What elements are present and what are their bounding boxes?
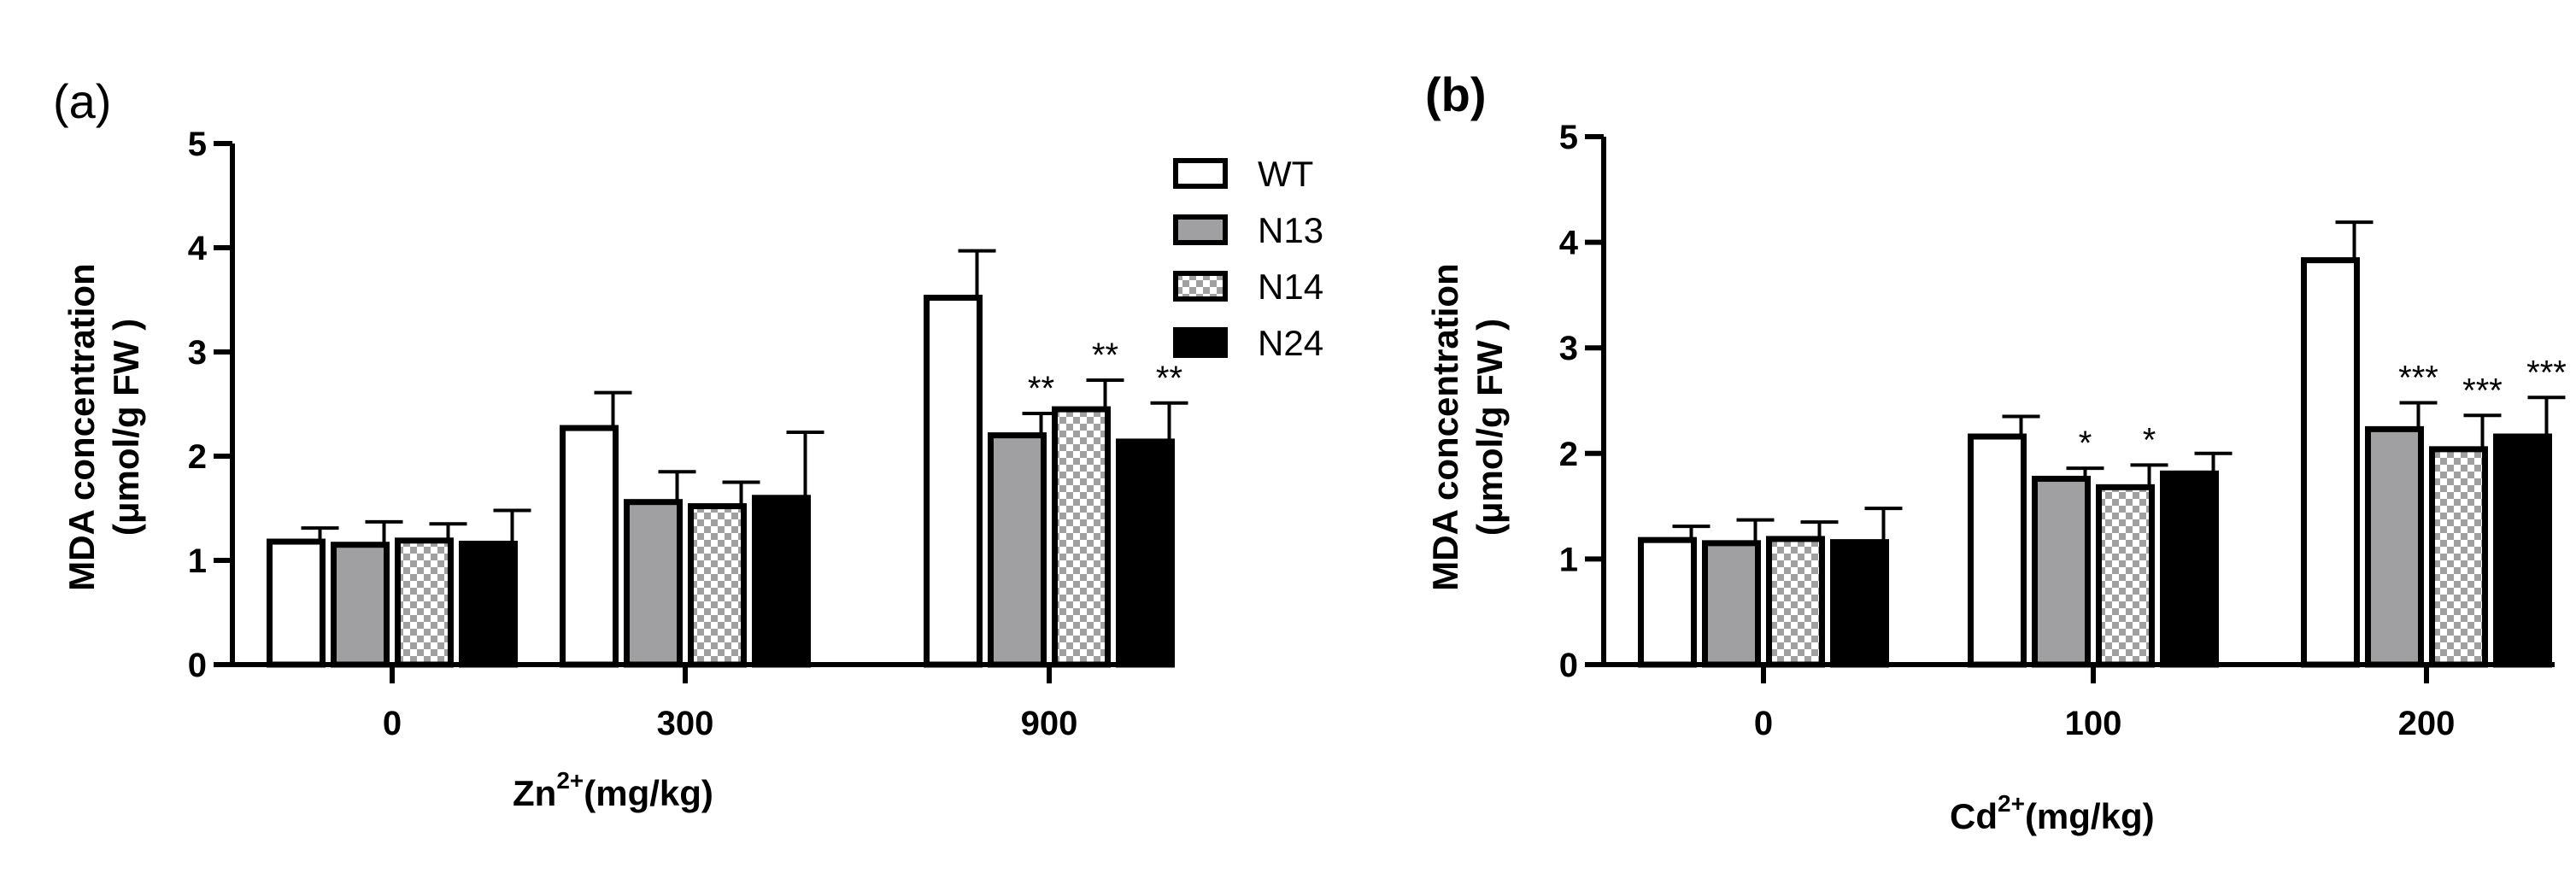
bar-n13 [331, 542, 390, 668]
significance-marker: ** [1092, 337, 1118, 374]
panel-a-label: (a) [53, 74, 111, 128]
bar-wt [560, 425, 619, 668]
bar-n24 [752, 495, 811, 668]
panel-a-ylabel-line1: MDA concentration [62, 263, 102, 590]
legend-swatch-n24 [1173, 327, 1228, 358]
significance-marker: *** [2526, 354, 2567, 391]
significance-marker: ** [1028, 370, 1054, 407]
y-tick-label: 4 [1559, 225, 1579, 262]
y-tick-label: 5 [188, 126, 207, 163]
panel-a-xlabel: Zn2+(mg/kg) [513, 767, 713, 813]
bar-n14 [688, 503, 747, 668]
y-tick-label: 1 [1559, 541, 1578, 578]
panel-b-label: (b) [1425, 67, 1487, 121]
bar-n13 [988, 432, 1047, 668]
bar-n14 [1766, 536, 1825, 668]
x-tick-label: 900 [1021, 705, 1078, 742]
bar-wt [267, 538, 326, 668]
significance-marker: ** [1156, 360, 1182, 397]
bar-n24 [2160, 470, 2219, 668]
legend-label-wt: WT [1258, 154, 1313, 194]
legend-swatch-wt [1173, 158, 1228, 189]
y-tick-label: 4 [188, 230, 208, 267]
bar-n13 [624, 499, 683, 668]
bar-n14 [2096, 484, 2155, 668]
bar-n14 [2429, 446, 2488, 668]
panel-b-xlabel: Cd2+(mg/kg) [1950, 790, 2155, 836]
panel-b-chart: (b) MDA concentration (μmol/g FW ) Cd2+(… [1425, 67, 2567, 836]
y-tick-label: 0 [188, 647, 207, 684]
bar-n24 [1116, 438, 1175, 668]
panel-b-ylabel-line2: (μmol/g FW ) [1470, 319, 1510, 536]
bar-n13 [1702, 540, 1761, 668]
bar-n24 [2493, 433, 2552, 668]
bar-n13 [2032, 475, 2091, 668]
legend-label-n24: N24 [1258, 323, 1323, 363]
y-tick-label: 3 [188, 334, 207, 372]
x-tick-label: 300 [657, 705, 714, 742]
y-tick-label: 0 [1559, 647, 1578, 684]
bar-n13 [2365, 425, 2424, 668]
bar-n14 [395, 537, 454, 668]
significance-marker: *** [2398, 359, 2438, 396]
legend-swatch-n13 [1173, 214, 1228, 245]
bar-n14 [1052, 406, 1111, 668]
y-tick-label: 1 [188, 542, 207, 580]
legend-label-n13: N13 [1258, 210, 1323, 250]
legend-swatch-n14 [1173, 271, 1228, 302]
bar-wt [924, 295, 983, 668]
y-tick-label: 5 [1559, 119, 1578, 156]
panel-a-ylabel-line2: (μmol/g FW ) [106, 319, 146, 536]
panel-a-plot-area: 0 1 2 3 4 5 0 300 900 ** ** ** [188, 126, 1188, 742]
x-tick-label: 0 [383, 705, 402, 742]
significance-marker: * [2079, 425, 2092, 462]
bar-wt [1968, 433, 2027, 668]
y-tick-label: 3 [1559, 330, 1578, 367]
bar-wt [2301, 257, 2360, 668]
bar-n24 [1830, 539, 1889, 668]
significance-marker: * [2143, 421, 2156, 459]
y-tick-label: 2 [188, 438, 207, 476]
panel-b-ylabel-line1: MDA concentration [1425, 263, 1465, 590]
x-tick-label: 100 [2065, 705, 2122, 742]
bar-n24 [459, 540, 518, 668]
x-tick-label: 200 [2398, 705, 2456, 742]
legend-label-n14: N14 [1258, 267, 1323, 307]
panel-a-chart: (a) MDA concentration (μmol/g FW ) Zn2+(… [53, 74, 1188, 813]
significance-marker: *** [2462, 372, 2503, 409]
bar-wt [1638, 536, 1697, 668]
legend: WT N13 N14 N24 [1173, 154, 1323, 363]
y-tick-label: 2 [1559, 436, 1578, 473]
x-tick-label: 0 [1754, 705, 1773, 742]
